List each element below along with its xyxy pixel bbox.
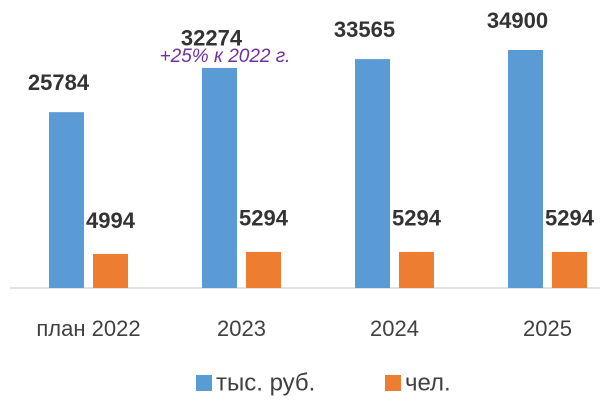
x-tick-label: 2024	[370, 316, 419, 341]
x-tick-label: 2025	[523, 316, 572, 341]
bar	[49, 112, 84, 289]
bar	[93, 253, 128, 288]
legend-label: чел.	[405, 369, 451, 396]
value-label: 5294	[239, 206, 289, 231]
value-label: 32274	[181, 26, 243, 51]
value-label: 33565	[334, 17, 395, 42]
bar	[508, 50, 543, 288]
legend-swatch	[385, 375, 401, 391]
bar	[552, 251, 587, 288]
x-tick-label: 2023	[217, 316, 266, 341]
bar	[202, 67, 237, 289]
bar	[355, 59, 390, 289]
value-label: 34900	[487, 8, 548, 33]
bar	[399, 251, 434, 288]
value-label: 5294	[392, 206, 442, 231]
value-label: 5294	[545, 206, 595, 231]
value-label: 4994	[86, 208, 136, 233]
legend-swatch	[196, 375, 212, 391]
annotation: +25% к 2022 г.	[160, 46, 291, 67]
bar	[246, 251, 281, 288]
legend-label: тыс. руб.	[216, 369, 315, 396]
value-label: 25784	[28, 70, 90, 95]
x-tick-label: план 2022	[36, 316, 140, 341]
